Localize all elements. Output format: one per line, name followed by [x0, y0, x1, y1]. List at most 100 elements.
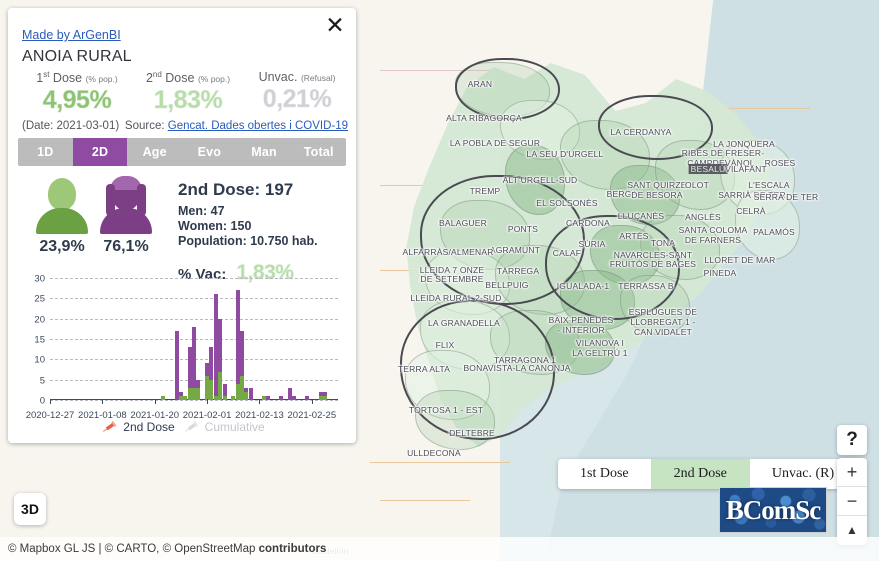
chart-bar[interactable]	[205, 363, 210, 400]
chart-bar[interactable]	[218, 318, 223, 400]
source-note: Source: Gencat. Dades obertes i COVID-19	[125, 120, 348, 132]
zoom-controls[interactable]: + − ▲	[837, 458, 867, 545]
chart-bar-men-segment	[231, 395, 236, 400]
chart-x-tick: 2020-12-27	[25, 410, 75, 421]
dose-total: 2nd Dose: 197	[178, 180, 294, 199]
map-road	[690, 108, 810, 109]
chart-x-tickmark	[154, 399, 156, 404]
map-subregion[interactable]	[735, 190, 800, 260]
chart-bar[interactable]	[222, 383, 227, 400]
chart-bar[interactable]	[240, 330, 244, 400]
chart-x-tickmark	[259, 399, 261, 404]
chart-bar-women-segment	[178, 391, 183, 396]
made-by-link[interactable]: Made by ArGenBI	[22, 28, 121, 42]
help-button[interactable]: ?	[837, 425, 867, 455]
chart-bar[interactable]	[213, 294, 218, 400]
stat-label-main: 1	[36, 71, 44, 86]
dose-switch-1[interactable]: 1st Dose	[558, 459, 652, 489]
chart-x-tick: 2021-01-20	[130, 410, 180, 421]
chart-y-tick: 15	[34, 334, 45, 346]
chart-y-tick: 10	[34, 354, 45, 366]
chart-bar[interactable]	[209, 347, 214, 400]
chart-bar[interactable]	[178, 391, 183, 400]
tab-age[interactable]: Age	[142, 145, 167, 159]
chart-bar[interactable]	[322, 391, 327, 400]
stat-second-dose-value: 1,83%	[153, 86, 223, 115]
zoom-out-button[interactable]: −	[837, 487, 867, 516]
chart-bar-men-segment	[322, 395, 327, 400]
chart-bar-women-segment	[244, 387, 249, 392]
tab-2d[interactable]: 2D	[72, 138, 128, 166]
stat-second-dose-label: 2nd Dose (% pop.)	[133, 70, 243, 85]
tab-total[interactable]: Total	[303, 145, 334, 159]
chart-bar-men-segment	[222, 395, 227, 400]
chart-legend-item-1[interactable]: 2nd Dose	[101, 420, 175, 434]
chart-bar-men-segment	[244, 391, 249, 400]
chart-bar[interactable]	[318, 391, 323, 400]
chart-bar-men-segment	[187, 387, 192, 400]
attribution-prefix: © Mapbox GL JS | © CARTO, © OpenStreetMa…	[8, 543, 259, 555]
chart-bar[interactable]	[305, 395, 310, 400]
stat-unvaccinated-label: Unvac. (Refusal)	[242, 70, 352, 84]
close-icon[interactable]: ✕	[325, 13, 345, 39]
panel-tabs[interactable]: 1D 2D Age Evo Man Total	[18, 138, 346, 166]
biocomsc-logo: BComSc	[719, 487, 827, 533]
chart-bar[interactable]	[192, 326, 196, 400]
chart-bar[interactable]	[266, 395, 271, 400]
stat-first-dose-value: 4,95%	[42, 86, 112, 115]
zoom-in-button[interactable]: +	[837, 458, 867, 487]
chart-x-tickmark	[50, 399, 51, 404]
chart-bar[interactable]	[161, 395, 166, 400]
chart-gridline: 0	[40, 396, 338, 407]
chart-bar[interactable]	[231, 395, 236, 400]
male-avatar	[36, 176, 88, 234]
stat-label-main: 2	[145, 71, 153, 86]
female-hair-left-icon	[106, 184, 115, 216]
toggle-3d-button[interactable]: 3D	[14, 493, 46, 525]
chart-x-tickmark	[207, 399, 209, 404]
map-road	[380, 70, 500, 71]
chart-bar-women-segment	[292, 395, 297, 400]
chart-y-tick: 5	[39, 375, 45, 387]
chart-bar-women-segment	[235, 290, 240, 384]
stat-first-dose: 1st Dose (% pop.) 4,95%	[22, 70, 132, 115]
date-note: (Date: 2021-03-01)	[22, 120, 120, 132]
chart-bar-men-segment	[240, 375, 244, 400]
chart-y-tick: 25	[34, 293, 45, 305]
chart-bar-men-segment	[235, 383, 240, 400]
compass-button[interactable]: ▲	[846, 523, 858, 537]
dose-men: Men: 47	[178, 204, 225, 218]
chart-bar[interactable]	[261, 395, 266, 400]
chart-x-tick: 2021-01-08	[78, 410, 127, 421]
female-percent: 76,1%	[103, 238, 149, 255]
dose-switch-2[interactable]: 2nd Dose	[651, 459, 750, 489]
chart-plot-area[interactable]: 0 5 10 15 20 25 30 2020-12-27 2021-01-08 2021-01-…	[26, 274, 338, 421]
chart-bar[interactable]	[292, 395, 297, 400]
chart-bar[interactable]	[248, 387, 253, 400]
chart-gridline: 30	[34, 274, 338, 285]
chart-bar[interactable]	[196, 379, 201, 400]
dose-switch[interactable]: 1st Dose 2nd Dose Unvac. (R)	[558, 459, 857, 489]
tab-evo[interactable]: Evo	[197, 145, 222, 159]
chart-bar[interactable]	[183, 395, 188, 400]
chart-bar[interactable]	[174, 330, 179, 400]
chart-gridline: 25	[34, 294, 338, 305]
map-subregion[interactable]	[545, 320, 615, 375]
source-link[interactable]: Gencat. Dades obertes i COVID-19	[167, 120, 348, 132]
chart-bar-women-segment	[266, 395, 271, 400]
chart-bar[interactable]	[235, 290, 240, 400]
chart-bar[interactable]	[244, 387, 249, 400]
dose-women: Women: 150	[178, 219, 252, 233]
chart-bar[interactable]	[288, 387, 292, 400]
chart-bar[interactable]	[279, 395, 284, 400]
tab-1d[interactable]: 1D	[37, 145, 54, 159]
chart-legend-item-2[interactable]: Cumulative	[183, 420, 265, 434]
tab-man[interactable]: Man	[251, 145, 277, 159]
attribution-contributors[interactable]: contributors	[258, 543, 327, 555]
chart-bar-men-segment	[318, 395, 323, 400]
source-prefix: Source:	[124, 120, 168, 132]
chart-y-tick: 20	[34, 314, 45, 326]
chart-bar[interactable]	[187, 347, 192, 400]
chart-bar-women-segment	[288, 387, 292, 400]
